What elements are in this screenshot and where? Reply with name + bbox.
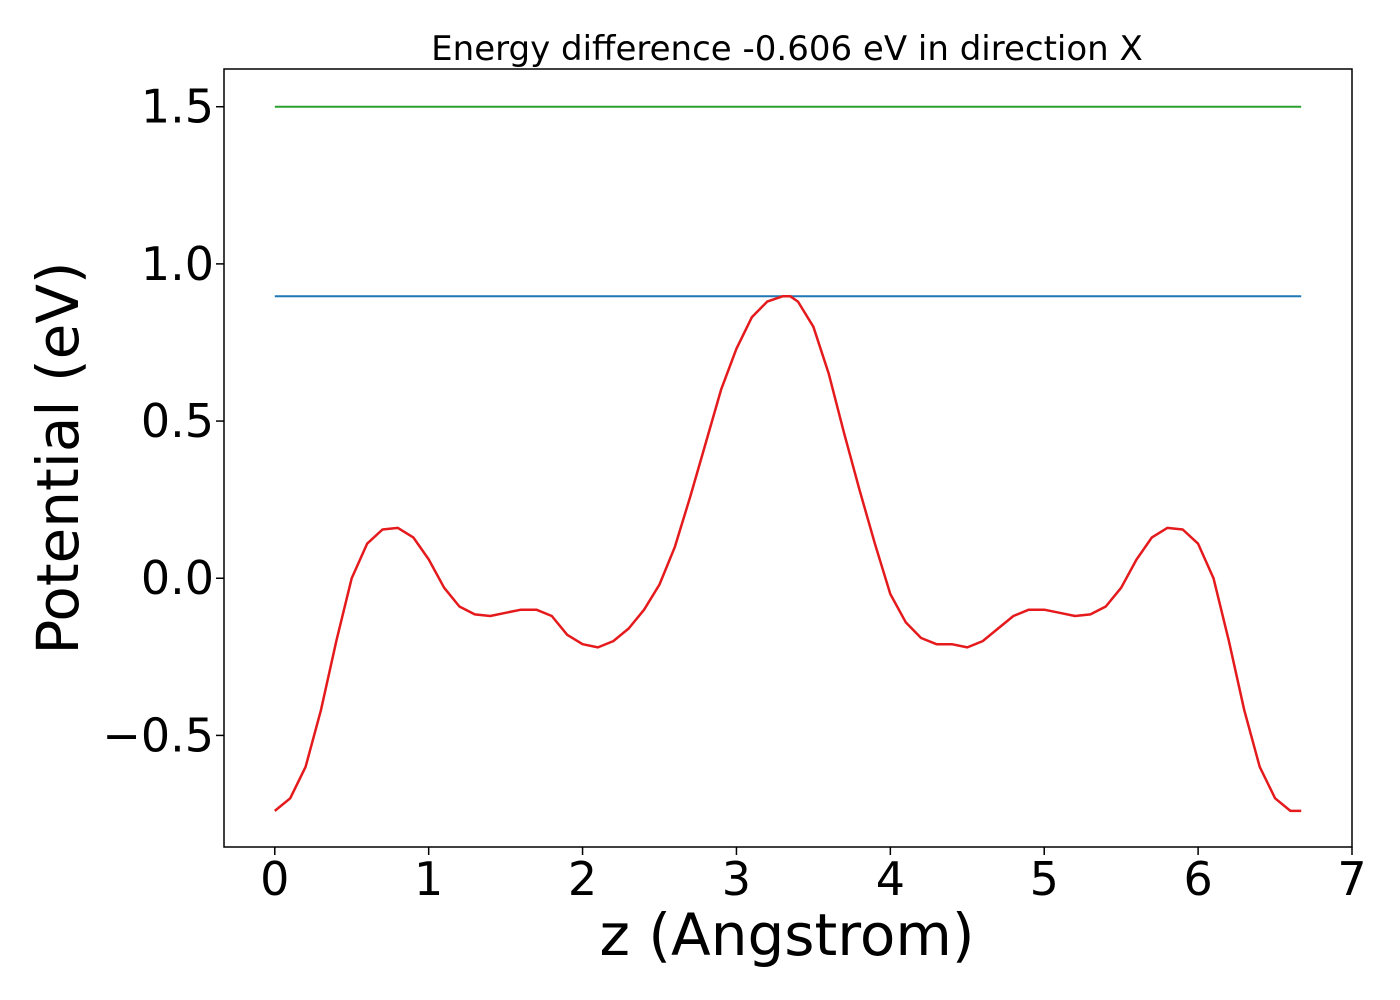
- y-tick-label: 1.5: [141, 80, 214, 134]
- y-tick-label: 0.0: [141, 551, 214, 605]
- x-tick-label: 2: [568, 852, 597, 906]
- x-tick-label: 5: [1030, 852, 1059, 906]
- x-tick-label: 4: [876, 852, 905, 906]
- x-axis-label: z (Angstrom): [600, 901, 975, 969]
- x-tick-label: 7: [1337, 852, 1366, 906]
- series-line-3: [274, 295, 1302, 813]
- plot-area: [274, 105, 1302, 813]
- y-tick-label: 0.5: [141, 394, 214, 448]
- x-tick-label: 3: [722, 852, 751, 906]
- x-tick-label: 6: [1183, 852, 1212, 906]
- x-tick-label: 0: [260, 852, 289, 906]
- x-tick-label: 1: [414, 852, 443, 906]
- x-axis: 0 1 2 3 4 5 6 7: [260, 847, 1367, 906]
- y-axis: −0.5 0.0 0.5 1.0 1.5: [102, 80, 224, 762]
- plot-frame: [223, 68, 1353, 848]
- y-tick-label: −0.5: [102, 708, 214, 762]
- y-tick-label: 1.0: [141, 237, 214, 291]
- chart-title: Energy difference -0.606 eV in direction…: [431, 29, 1143, 69]
- y-axis-label: Potential (eV): [24, 261, 92, 654]
